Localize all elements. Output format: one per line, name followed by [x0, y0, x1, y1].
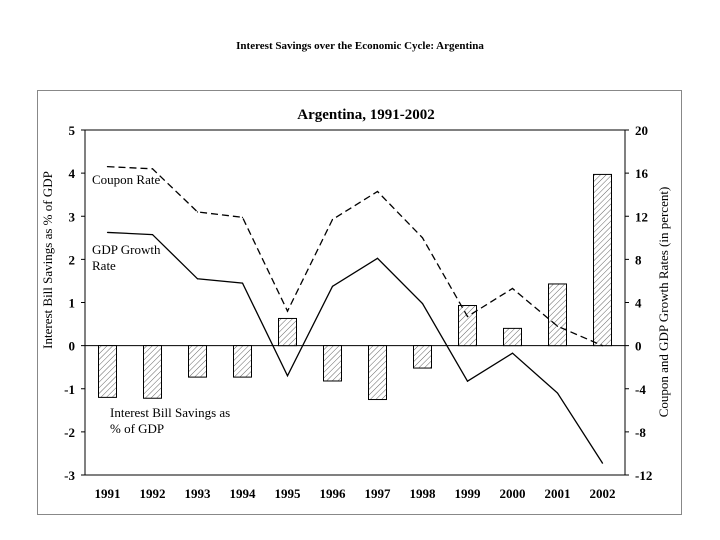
point-gdp-growth-2002: [601, 462, 604, 464]
x-tick-label-1998: 1998: [410, 486, 437, 501]
point-coupon-rate-1995: [286, 310, 289, 312]
y-left-tick-label: 2: [69, 252, 76, 267]
point-coupon-rate-2001: [556, 325, 559, 327]
point-gdp-growth-1997: [376, 257, 379, 259]
y-left-tick-label: 5: [69, 123, 76, 138]
bar-1999: [458, 305, 477, 347]
y-left-tick-label: 0: [69, 339, 76, 354]
point-coupon-rate-1993: [196, 211, 199, 213]
point-gdp-growth-2000: [511, 352, 514, 354]
y-right-axis-label: Coupon and GDP Growth Rates (in percent): [656, 187, 671, 418]
bar-1992: [143, 345, 162, 399]
x-tick-label-1991: 1991: [95, 486, 121, 501]
line-gdp-growth: [107, 231, 604, 464]
x-tick-label-1995: 1995: [275, 486, 302, 501]
y-left-tick-label: 1: [69, 296, 76, 311]
y-left-tick-label: -1: [64, 382, 75, 397]
y-left-tick-label: -2: [64, 425, 75, 440]
bar-2001: [548, 283, 567, 347]
point-coupon-rate-1992: [151, 168, 154, 170]
point-gdp-growth-1991: [106, 231, 109, 234]
point-coupon-rate-1997: [376, 190, 379, 193]
y-right-tick-label: -4: [635, 382, 646, 397]
y-right-tick-label: -12: [635, 468, 652, 483]
point-coupon-rate-1994: [241, 216, 244, 218]
y-right-tick-label: -8: [635, 425, 646, 440]
bar-2000: [503, 327, 522, 347]
plot-area: [84, 129, 626, 476]
bar-1998: [413, 345, 432, 369]
point-coupon-rate-1998: [421, 237, 424, 239]
point-gdp-growth-2001: [556, 392, 559, 394]
bar-1991: [98, 345, 117, 398]
y-right-tick-label: 16: [635, 166, 649, 181]
y-right-tick-label: 4: [635, 296, 642, 311]
point-coupon-rate-1991: [106, 166, 109, 168]
point-coupon-rate-1996: [331, 218, 334, 221]
point-gdp-growth-1998: [421, 302, 424, 305]
y-left-tick-label: 4: [69, 166, 76, 181]
line-coupon-rate: [107, 166, 603, 347]
x-tick-label-1994: 1994: [230, 486, 257, 501]
point-gdp-growth-1993: [196, 278, 199, 280]
point-gdp-growth-1994: [241, 282, 244, 284]
point-gdp-growth-1995: [286, 375, 289, 377]
bar-1995: [278, 317, 297, 347]
y-left-axis-label: Interest Bill Savings as % of GDP: [40, 171, 55, 349]
y-right-tick-label: 8: [635, 252, 642, 267]
point-coupon-rate-1999: [466, 315, 469, 318]
x-tick-label-1999: 1999: [455, 486, 482, 501]
point-gdp-growth-1996: [331, 285, 334, 287]
y-right-tick-label: 12: [635, 209, 648, 224]
x-tick-label-2002: 2002: [590, 486, 616, 501]
bar-1996: [323, 345, 342, 382]
point-gdp-growth-1999: [466, 380, 469, 382]
x-tick-label-1997: 1997: [365, 486, 392, 501]
annotation-bars-line2: % of GDP: [110, 421, 164, 436]
x-tick-label-1996: 1996: [320, 486, 347, 501]
point-coupon-rate-2002: [601, 345, 604, 347]
annotation-coupon-rate: Coupon Rate: [92, 172, 160, 187]
point-coupon-rate-2000: [511, 287, 514, 290]
chart-title: Argentina, 1991-2002: [297, 107, 435, 123]
page-title: Interest Savings over the Economic Cycle…: [236, 40, 484, 52]
bar-2002: [593, 173, 612, 347]
y-left-tick-label: 3: [69, 209, 76, 224]
x-tick-label-2000: 2000: [500, 486, 526, 501]
bar-1994: [233, 345, 252, 378]
chart-frame: [37, 90, 682, 515]
y-right-tick-label: 0: [635, 339, 642, 354]
x-tick-label-1992: 1992: [140, 486, 166, 501]
annotation-bars-line1: Interest Bill Savings as: [110, 405, 230, 420]
y-left-tick-label: -3: [64, 468, 75, 483]
point-gdp-growth-1992: [151, 233, 154, 236]
annotation-gdp-growth-line2: Rate: [92, 258, 116, 273]
bar-1997: [368, 345, 387, 401]
bar-1993: [188, 345, 207, 378]
x-tick-label-1993: 1993: [185, 486, 212, 501]
y-right-tick-label: 20: [635, 123, 648, 138]
x-tick-label-2001: 2001: [545, 486, 571, 501]
annotation-gdp-growth-line1: GDP Growth: [92, 242, 161, 257]
